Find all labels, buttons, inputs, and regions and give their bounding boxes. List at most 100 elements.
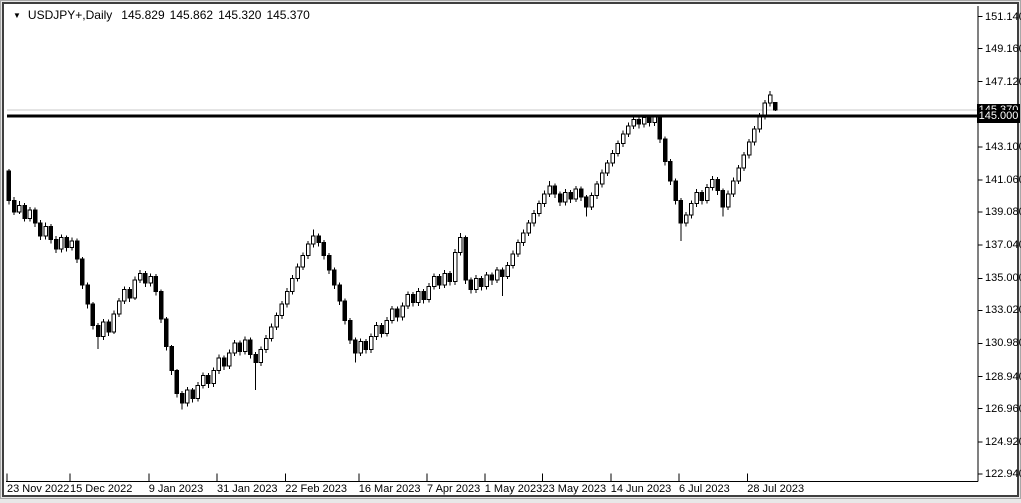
chart-plot-area[interactable]: ▼ USDJPY+,Daily 145.829 145.862 145.320 145.3…: [4, 4, 1021, 495]
candle-body: [479, 277, 484, 287]
candle-body: [573, 188, 579, 200]
candle-body: [295, 266, 300, 279]
candle-body: [725, 193, 731, 208]
ohlc-open-value: 145.829: [121, 8, 165, 22]
candle-body: [421, 290, 426, 300]
price-axis-label: 126.960: [985, 402, 1021, 415]
price-axis-label: 135.000: [985, 272, 1021, 285]
candle-body: [74, 240, 80, 260]
candle-body: [32, 209, 38, 224]
hline-price-tag-value: 145.000: [978, 109, 1019, 122]
candle-body: [38, 222, 43, 237]
candle-body: [694, 191, 699, 205]
candle-body: [85, 284, 90, 305]
hline-price-tag[interactable]: 145.000: [977, 109, 1020, 123]
candle-body: [731, 180, 736, 195]
price-axis-label: 133.020: [985, 304, 1021, 317]
candle-body: [290, 277, 295, 292]
candle-body: [557, 193, 563, 203]
candle-body: [353, 339, 358, 354]
price-axis-label: 143.100: [985, 140, 1021, 153]
candle-body: [132, 279, 138, 299]
candle-body: [326, 255, 332, 271]
candle-body: [683, 214, 689, 224]
symbol-timeframe-label: USDJPY+,Daily: [27, 8, 113, 22]
candle-body: [17, 204, 22, 213]
candle-body: [253, 354, 258, 364]
candle-body: [505, 264, 510, 278]
candle-body: [584, 196, 589, 208]
candle-body: [248, 339, 253, 356]
candle-body: [746, 141, 752, 156]
candle-body: [720, 190, 726, 208]
candle-body: [64, 237, 69, 248]
candle-body: [405, 294, 411, 307]
price-axis-label: 139.080: [985, 206, 1021, 219]
candle-body: [127, 289, 132, 299]
candle-body: [137, 272, 143, 281]
candle-body: [494, 269, 500, 281]
candle-body: [626, 125, 631, 135]
time-axis-label: 6 Jul 2023: [679, 483, 730, 495]
candle-body: [652, 116, 657, 124]
candle-body: [615, 143, 621, 154]
candle-body: [489, 274, 495, 281]
chevron-down-icon[interactable]: ▼: [13, 11, 21, 20]
time-axis-label: 7 Apr 2023: [427, 483, 481, 495]
price-axis-label: 141.060: [985, 173, 1021, 186]
candle-body: [337, 284, 342, 302]
candle-body: [668, 161, 673, 182]
candle-body: [6, 170, 12, 201]
price-axis-label: 130.980: [985, 337, 1021, 350]
candle-body: [500, 269, 505, 278]
candle-body: [227, 352, 232, 367]
candle-body: [384, 319, 390, 334]
candle-body: [358, 341, 363, 354]
candle-body: [43, 225, 48, 237]
candle-body: [169, 345, 174, 372]
candle-body: [678, 199, 684, 224]
candle-body: [473, 277, 479, 291]
candle-body: [95, 324, 101, 338]
candle-body: [762, 102, 768, 117]
candle-body: [106, 321, 111, 333]
candle-body: [164, 318, 169, 347]
candle-body: [578, 188, 584, 198]
candle-body: [636, 118, 642, 125]
candle-body: [547, 185, 552, 195]
candle-body: [153, 276, 159, 292]
time-axis-label: 14 Jun 2023: [610, 483, 672, 495]
candle-body: [379, 324, 384, 334]
candle-body: [563, 191, 568, 203]
candle-body: [274, 315, 279, 328]
candle-body: [657, 116, 663, 140]
candle-body: [773, 102, 778, 111]
candle-body: [195, 384, 201, 399]
price-axis-label: 128.940: [985, 370, 1021, 383]
candle-body: [342, 300, 348, 321]
candle-body: [426, 285, 432, 300]
candle-body: [641, 117, 647, 125]
candle-body: [80, 258, 85, 286]
price-axis-label: 124.920: [985, 435, 1021, 448]
candle-body: [767, 94, 773, 104]
time-axis-label: 15 Dec 2022: [70, 483, 133, 495]
candle-body: [347, 319, 353, 341]
candle-body: [216, 357, 222, 372]
candle-body: [605, 162, 610, 174]
candle-body: [521, 232, 526, 244]
candle-body: [237, 342, 243, 352]
candle-body: [148, 276, 153, 284]
price-axis-label: 137.040: [985, 239, 1021, 252]
candle-body: [11, 199, 17, 213]
candle-body: [458, 237, 463, 253]
candle-body: [101, 321, 106, 338]
ohlc-close-value: 145.370: [266, 8, 310, 22]
candle-body: [662, 138, 668, 163]
ohlc-high-value: 145.862: [169, 8, 214, 22]
candle-body: [111, 313, 117, 333]
candle-body: [174, 370, 180, 394]
candle-body: [232, 342, 237, 354]
candle-body: [515, 242, 521, 255]
candle-body: [568, 191, 573, 200]
